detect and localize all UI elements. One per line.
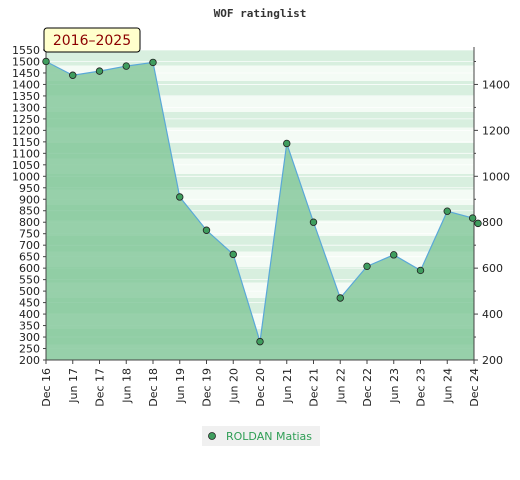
left-tick-label: 500 <box>19 285 40 298</box>
data-point <box>176 193 184 201</box>
left-tick-label: 800 <box>19 216 40 229</box>
left-tick-label: 1200 <box>12 124 40 137</box>
series-area <box>46 60 474 360</box>
data-point <box>390 251 398 259</box>
x-tick-label: Jun 21 <box>281 368 294 404</box>
right-tick-label: 400 <box>482 308 503 321</box>
x-tick-label: Dec 22 <box>361 368 374 407</box>
left-tick-label: 300 <box>19 331 40 344</box>
left-tick-label: 200 <box>19 354 40 367</box>
x-tick-label: Jun 24 <box>441 368 454 404</box>
x-axis-tick-labels: Dec 16 Jun 17 Dec 17 Jun 18 Dec 18 Jun 19 Dec … <box>40 368 481 407</box>
x-tick-label: Jun 17 <box>67 368 80 404</box>
right-tick-label: 1200 <box>482 124 510 137</box>
area-fill <box>46 61 474 360</box>
left-tick-label: 1550 <box>12 44 40 57</box>
x-tick-label: Dec 23 <box>415 368 428 407</box>
data-point <box>468 214 477 222</box>
left-tick-label: 850 <box>19 205 40 218</box>
left-tick-label: 250 <box>19 343 40 356</box>
axes <box>43 47 478 364</box>
left-tick-label: 600 <box>19 262 40 275</box>
left-tick-label: 1450 <box>12 67 40 80</box>
data-point <box>42 57 50 66</box>
left-tick-label: 1300 <box>12 101 40 114</box>
left-tick-label: 400 <box>19 308 40 321</box>
right-tick-label: 800 <box>482 216 503 229</box>
data-point <box>202 226 211 234</box>
left-tick-label: 1050 <box>12 159 40 172</box>
data-point <box>95 67 104 75</box>
x-tick-label: Jun 22 <box>334 368 347 404</box>
right-tick-label: 200 <box>482 354 503 367</box>
right-axis-tick-labels: 200 400 600 800 1000 1200 1400 <box>482 78 510 367</box>
data-point <box>122 62 130 70</box>
left-tick-label: 1000 <box>12 170 40 183</box>
data-point <box>416 266 425 275</box>
x-tick-label: Dec 19 <box>201 368 214 407</box>
left-tick-label: 450 <box>19 297 40 310</box>
left-tick-label: 650 <box>19 251 40 264</box>
legend-marker <box>208 432 216 440</box>
series-line <box>46 60 474 342</box>
left-tick-label: 350 <box>19 320 40 333</box>
x-tick-label: Dec 20 <box>254 368 267 407</box>
left-tick-label: 750 <box>19 228 40 241</box>
x-tick-label: Jun 19 <box>174 368 187 404</box>
data-point <box>363 262 371 271</box>
data-point <box>309 218 318 226</box>
period-label: 2016–2025 <box>53 33 131 49</box>
x-tick-label: Dec 17 <box>94 368 107 407</box>
x-tick-label: Dec 24 <box>468 368 481 407</box>
data-point <box>149 58 157 67</box>
x-tick-label: Dec 16 <box>40 368 53 407</box>
data-point <box>443 207 451 215</box>
x-tick-label: Jun 18 <box>120 368 133 404</box>
x-tick-label: Jun 23 <box>388 368 401 404</box>
left-tick-label: 1400 <box>12 78 40 91</box>
legend: ROLDAN Matias <box>202 426 320 446</box>
series-markers <box>42 57 482 346</box>
left-tick-label: 900 <box>19 193 40 206</box>
left-tick-label: 700 <box>19 239 40 252</box>
legend-label: ROLDAN Matias <box>226 430 312 443</box>
right-tick-label: 1400 <box>482 78 510 91</box>
data-point <box>474 219 482 228</box>
data-point <box>229 250 237 259</box>
left-tick-label: 1100 <box>12 147 40 160</box>
data-point <box>69 71 77 79</box>
period-label-box: 2016–2025 <box>43 27 141 53</box>
data-point <box>256 337 264 346</box>
chart-title: WOF ratinglist <box>214 7 307 20</box>
left-tick-label: 1250 <box>12 113 40 126</box>
x-tick-label: Dec 21 <box>308 368 321 407</box>
left-tick-label: 1500 <box>12 55 40 68</box>
right-tick-label: 1000 <box>482 170 510 183</box>
x-tick-label: Dec 18 <box>147 368 160 407</box>
data-point <box>283 139 291 148</box>
right-tick-label: 600 <box>482 262 503 275</box>
left-tick-label: 1150 <box>12 136 40 149</box>
left-axis-tick-labels: 2002503003504004505005506006507007508008… <box>12 44 40 367</box>
data-point <box>336 294 344 302</box>
left-tick-label: 1350 <box>12 90 40 103</box>
x-tick-label: Jun 20 <box>227 368 240 404</box>
left-tick-label: 950 <box>19 182 40 195</box>
left-tick-label: 550 <box>19 274 40 287</box>
